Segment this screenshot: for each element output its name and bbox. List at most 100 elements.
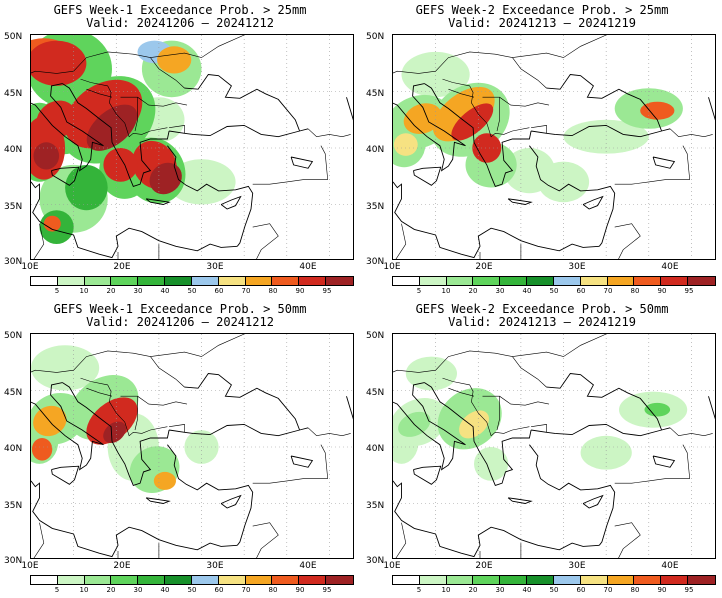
country-border — [320, 444, 328, 479]
colorbar-label: 10 — [79, 287, 89, 295]
probability-region — [451, 103, 494, 141]
probability-region — [157, 46, 192, 74]
coastline — [220, 494, 242, 509]
coastline — [145, 198, 171, 205]
probability-region — [474, 447, 509, 481]
coastline — [290, 455, 314, 468]
coastline — [290, 156, 314, 169]
coastline — [507, 198, 533, 205]
colorbar — [30, 276, 354, 286]
colorbar-cell — [553, 277, 581, 285]
latitude-label: 50N — [4, 331, 23, 341]
coastline — [413, 465, 442, 485]
latitude-label: 30N — [4, 257, 23, 267]
colorbar-cell — [419, 277, 447, 285]
colorbar-cell — [245, 277, 273, 285]
country-border — [307, 427, 351, 437]
colorbar-label: 80 — [630, 586, 640, 594]
panel-title: GEFS Week-2 Exceedance Prob. > 25mm — [415, 3, 669, 17]
coastline — [31, 83, 104, 172]
coastline — [546, 74, 663, 132]
colorbar — [392, 575, 716, 585]
colorbar-cell — [138, 576, 166, 584]
colorbar-label: 20 — [468, 586, 478, 594]
map-panel-1: GEFS Week-1 Exceedance Prob. > 25mm Valid… — [0, 0, 360, 299]
colorbar-label: 90 — [657, 287, 667, 295]
latitude-label: 30N — [4, 556, 23, 566]
coastline — [413, 166, 442, 186]
coastline — [184, 373, 301, 431]
probability-region — [644, 402, 671, 417]
coastline — [393, 83, 466, 172]
colorbar-label: 80 — [268, 586, 278, 594]
colorbar-cell — [111, 277, 139, 285]
colorbar-label: 90 — [657, 586, 667, 594]
colorbar-label: 60 — [214, 586, 224, 594]
probability-region — [401, 51, 470, 98]
colorbar-cell — [245, 576, 273, 584]
colorbar — [392, 276, 716, 286]
colorbar-cell — [299, 576, 327, 584]
colorbar-cell — [446, 277, 474, 285]
colorbar-cell — [580, 277, 608, 285]
colorbar-cell — [419, 576, 447, 584]
colorbar-label: 95 — [684, 586, 694, 594]
country-border — [252, 179, 328, 185]
panel-title: GEFS Week-1 Exceedance Prob. > 25mm — [53, 3, 307, 17]
colorbar-cell — [218, 576, 246, 584]
colorbar-cell — [527, 576, 554, 584]
probability-region — [432, 86, 495, 142]
colorbar-label: 80 — [630, 287, 640, 295]
country-border — [482, 395, 550, 406]
colorbar-label: 20 — [106, 287, 116, 295]
country-border — [448, 387, 475, 397]
coastline — [31, 181, 238, 259]
country-border — [80, 377, 168, 437]
coastline — [169, 423, 309, 437]
probability-region — [403, 103, 442, 134]
colorbar-label: 95 — [322, 586, 332, 594]
latitude-label: 45N — [366, 388, 385, 398]
country-border — [496, 97, 500, 132]
colorbar-label: 70 — [241, 586, 251, 594]
panel-valid-dates: Valid: 20241206 – 20241212 — [86, 16, 274, 30]
country-border — [86, 387, 113, 397]
colorbar-cell — [607, 576, 635, 584]
colorbar-label: 50 — [549, 287, 559, 295]
colorbar-cell — [393, 576, 420, 584]
colorbar-label: 10 — [79, 586, 89, 594]
coastline — [169, 124, 309, 138]
country-border — [395, 223, 407, 259]
colorbar-cell — [634, 576, 662, 584]
country-border — [393, 35, 607, 74]
colorbar-label: 50 — [549, 586, 559, 594]
longitude-label: 10E — [383, 561, 401, 571]
longitude-label: 10E — [21, 561, 39, 571]
probability-region — [405, 356, 457, 391]
coastline — [220, 195, 242, 210]
colorbar-cell — [299, 277, 327, 285]
probability-region — [33, 142, 60, 170]
colorbar-cell — [165, 576, 192, 584]
latitude-label: 35N — [366, 202, 385, 212]
country-border — [120, 96, 188, 107]
longitude-label: 40E — [661, 561, 679, 571]
colorbar-label: 5 — [416, 287, 422, 295]
probability-region — [65, 165, 108, 211]
country-border — [134, 396, 138, 431]
colorbar-label: 30 — [133, 287, 143, 295]
map-panel-4: GEFS Week-2 Exceedance Prob. > 50mm Valid… — [362, 299, 722, 598]
country-border — [442, 78, 530, 138]
latitude-label: 45N — [4, 388, 23, 398]
colorbar-cell — [607, 277, 635, 285]
colorbar-cell — [272, 576, 300, 584]
colorbar-label: 95 — [684, 287, 694, 295]
probability-region — [393, 133, 418, 156]
map-panel-3: GEFS Week-1 Exceedance Prob. > 50mm Valid… — [0, 299, 360, 598]
probability-region — [103, 421, 126, 444]
country-border — [320, 145, 328, 180]
country-border — [31, 35, 245, 74]
colorbar-cell — [138, 277, 166, 285]
coastline — [393, 480, 600, 558]
coastline — [708, 97, 715, 121]
